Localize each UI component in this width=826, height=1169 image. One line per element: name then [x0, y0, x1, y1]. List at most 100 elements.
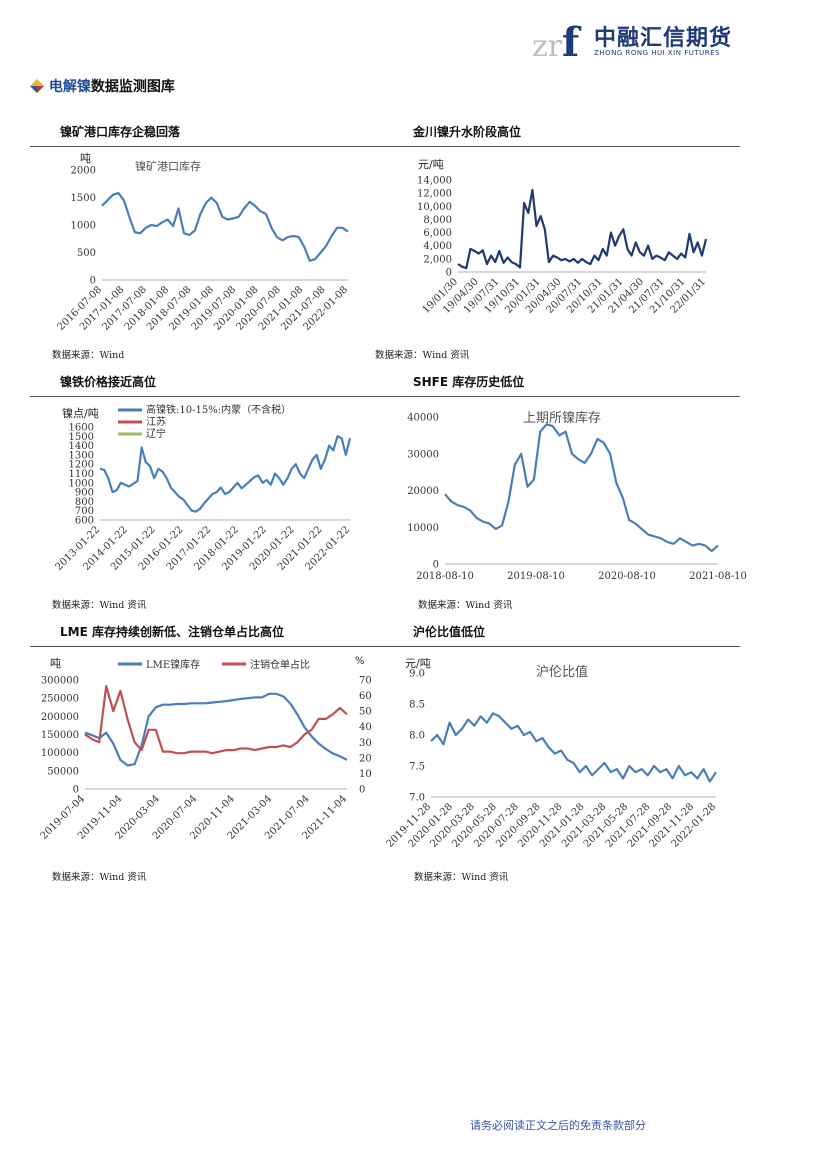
- y-tick-label: 8.5: [409, 700, 425, 711]
- y2-axis-label: %: [355, 656, 365, 667]
- y-tick-label: 6,000: [423, 228, 452, 239]
- source-note-5: 数据来源：Wind 资讯: [52, 872, 147, 883]
- y-tick-label: 2,000: [423, 254, 452, 265]
- chart-jinchuan-nickel-premium: 02,0004,0006,0008,00010,00012,00014,0001…: [417, 158, 708, 316]
- legend-label: 江苏: [146, 415, 166, 428]
- logo-text-en: ZHONG RONG HUI XIN FUTURES: [594, 49, 720, 57]
- divider-row-2: [30, 396, 740, 397]
- series-line-1: [444, 423, 719, 553]
- y-tick-label: 9.0: [409, 669, 425, 680]
- y-tick-label: 1200: [69, 460, 94, 471]
- footer-disclaimer: 请务必阅读正文之后的免责条款部分: [470, 1119, 646, 1132]
- y-tick-label: 1600: [69, 423, 94, 434]
- y-tick-label: 8.0: [409, 731, 425, 742]
- diamond-bullet-icon: [30, 79, 44, 93]
- y2-tick-label: 60: [359, 691, 372, 702]
- y2-tick-label: 20: [359, 753, 372, 764]
- source-note-3: 数据来源：Wind 资讯: [52, 600, 147, 611]
- panel-title-3: 镍铁价格接近高位: [60, 375, 157, 389]
- y-tick-label: 1500: [69, 432, 94, 443]
- y-tick-label: 8,000: [423, 215, 452, 226]
- y2-tick-label: 50: [359, 707, 372, 718]
- y-tick-label: 30000: [407, 449, 439, 460]
- divider-row-1: [30, 146, 740, 147]
- chart-shanghai-london-ratio: 7.07.58.08.59.02019-11-282020-01-282020-…: [385, 657, 719, 850]
- y-tick-label: 1500: [71, 193, 96, 204]
- y-tick-label: 14,000: [417, 176, 452, 187]
- y-tick-label: 0: [90, 276, 96, 287]
- y-axis-label: 吨: [50, 657, 61, 670]
- legend-label: 高镍铁:10-15%:内蒙（不含税）: [146, 403, 291, 416]
- y-tick-label: 0: [446, 268, 452, 279]
- y-tick-label: 1000: [69, 478, 94, 489]
- legend-label: 注销仓单占比: [250, 658, 310, 671]
- panel-title-1: 镍矿港口库存企稳回落: [60, 125, 181, 139]
- y-tick-label: 200000: [41, 712, 79, 723]
- source-note-4: 数据来源：Wind 资讯: [418, 600, 513, 611]
- y-axis-label: 元/吨: [405, 657, 431, 670]
- y-tick-label: 1400: [69, 441, 94, 452]
- source-note-1: 数据来源：Wind: [52, 350, 125, 361]
- chart-title: 镍矿港口库存: [135, 159, 201, 173]
- logo-mark-f: f: [562, 19, 582, 64]
- source-note-2: 数据来源：Wind 资讯: [375, 350, 470, 361]
- chart-lme-inventory-cancelled-ratio: 0 50000 100000 150000 200000 250000 300000 0 10 2…: [39, 656, 372, 842]
- y-axis-label: 元/吨: [418, 158, 444, 171]
- y-axis-label: 吨: [80, 152, 91, 165]
- chart-nickel-pig-iron-price: 6007008009001000110012001300140015001600…: [54, 403, 353, 573]
- y-tick-label: 7.5: [409, 762, 425, 773]
- y-tick-label: 500: [77, 248, 96, 259]
- zrf-logo-mark: zr f: [532, 19, 582, 66]
- panel-title-4: SHFE 库存历史低位: [413, 375, 525, 389]
- y-tick-label: 700: [75, 506, 94, 517]
- y-tick-label: 1000: [71, 221, 96, 232]
- legend-label: LME镍库存: [146, 658, 200, 671]
- y-tick-label: 2000: [71, 166, 96, 177]
- chart-nickel-ore-port-inventory: 05001000150020002016-07-082017-01-082017…: [56, 152, 351, 333]
- y-tick-label: 0: [433, 560, 439, 571]
- y-tick-label: 7.0: [409, 793, 425, 804]
- y-tick-label: 0: [73, 785, 79, 796]
- panel-title-5: LME 库存持续创新低、注销仓单占比高位: [60, 625, 284, 639]
- x-tick-label: 2018-08-10: [416, 571, 474, 582]
- series-line-1: [101, 191, 349, 262]
- y-tick-label: 20000: [407, 486, 439, 497]
- y-tick-label: 600: [75, 516, 94, 527]
- y-tick-label: 1100: [69, 469, 94, 480]
- y-tick-label: 1300: [69, 450, 94, 461]
- y-tick-label: 50000: [47, 766, 79, 777]
- y-axis-label: 镍点/吨: [62, 406, 99, 420]
- legend-label: 辽宁: [146, 427, 166, 440]
- y-tick-label: 40000: [407, 413, 439, 424]
- source-note-6: 数据来源：Wind 资讯: [414, 872, 509, 883]
- chart-title: 沪伦比值: [536, 664, 588, 680]
- divider-row-3: [30, 646, 740, 647]
- y-tick-label: 150000: [41, 730, 79, 741]
- chart-title: 上期所镍库存: [523, 410, 601, 426]
- y2-tick-label: 40: [359, 722, 372, 733]
- y2-tick-label: 10: [359, 769, 372, 780]
- logo-text-cn: 中融汇信期货: [594, 26, 733, 51]
- series-line-1: [99, 435, 352, 513]
- y-tick-label: 900: [75, 488, 94, 499]
- y-tick-label: 800: [75, 497, 94, 508]
- series-line-1: [457, 188, 708, 270]
- x-tick-label: 2020-08-10: [598, 571, 656, 582]
- y-tick-label: 100000: [41, 748, 79, 759]
- series-line-2: [84, 685, 348, 755]
- y-tick-label: 10000: [407, 523, 439, 534]
- y2-tick-label: 30: [359, 738, 372, 749]
- series-line-1: [430, 712, 717, 783]
- logo-mark-zr: zr: [532, 29, 563, 64]
- y-tick-label: 300000: [41, 676, 79, 687]
- y2-tick-label: 70: [359, 676, 372, 687]
- y-tick-label: 4,000: [423, 241, 452, 252]
- y-tick-label: 10,000: [417, 202, 452, 213]
- series-line-1: [84, 692, 348, 767]
- company-logo: zr f 中融汇信期货 ZHONG RONG HUI XIN FUTURES: [532, 18, 733, 66]
- y-tick-label: 12,000: [417, 189, 452, 200]
- x-tick-label: 2019-08-10: [507, 571, 565, 582]
- panel-title-2: 金川镍升水阶段高位: [413, 125, 522, 139]
- y-tick-label: 250000: [41, 694, 79, 705]
- x-tick-label: 2021-08-10: [689, 571, 747, 582]
